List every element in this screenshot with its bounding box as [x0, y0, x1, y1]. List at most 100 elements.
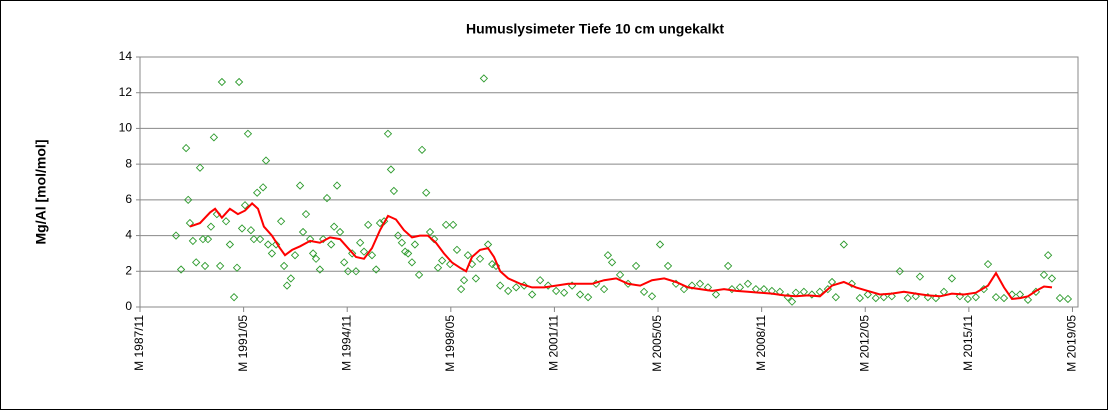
data-point	[1063, 294, 1073, 304]
data-point	[863, 290, 872, 299]
data-point	[258, 183, 268, 192]
data-point	[215, 261, 225, 271]
data-point	[319, 235, 328, 244]
data-point	[232, 263, 242, 272]
data-point	[471, 274, 481, 283]
data-point	[234, 77, 244, 87]
data-point	[295, 181, 305, 190]
data-point	[343, 267, 353, 276]
data-point	[356, 238, 365, 247]
data-point	[301, 210, 311, 219]
data-point	[407, 258, 417, 267]
data-point	[583, 293, 593, 302]
data-point	[335, 227, 345, 237]
data-point	[249, 235, 259, 244]
data-point	[903, 293, 912, 303]
trend-line	[189, 202, 1053, 301]
data-point	[195, 163, 205, 172]
y-tick-label: 2	[125, 263, 132, 277]
data-point	[1047, 274, 1057, 283]
data-point	[479, 74, 489, 83]
data-point	[504, 286, 513, 296]
data-point	[711, 290, 721, 299]
data-point	[787, 297, 797, 306]
data-point	[452, 245, 462, 254]
x-tick-label: M 2001/11	[547, 315, 561, 371]
data-point	[279, 261, 289, 271]
data-point	[192, 258, 201, 267]
data-point	[639, 287, 649, 296]
data-point	[410, 240, 420, 249]
data-point	[831, 293, 840, 302]
plot-area	[139, 56, 1079, 308]
data-point	[463, 251, 473, 260]
data-point	[171, 231, 181, 240]
data-point	[441, 220, 451, 229]
data-point	[414, 270, 424, 279]
data-point	[246, 226, 256, 235]
data-point	[176, 265, 186, 274]
data-point	[308, 249, 318, 258]
data-point	[367, 251, 377, 260]
data-point	[332, 181, 342, 190]
y-tick-label: 0	[125, 299, 132, 313]
y-tick-label: 8	[125, 156, 132, 170]
data-point	[433, 263, 443, 272]
data-point	[290, 251, 300, 260]
data-point	[383, 129, 393, 138]
data-point	[879, 293, 888, 302]
data-point	[1043, 251, 1053, 260]
data-point	[575, 290, 585, 299]
data-point	[535, 276, 545, 285]
data-point	[221, 217, 231, 226]
data-point	[887, 292, 896, 301]
data-point	[983, 260, 993, 269]
data-point	[364, 220, 373, 229]
data-point	[397, 238, 407, 247]
data-point	[393, 231, 403, 240]
data-point	[267, 249, 277, 258]
x-tick-label: M 1987/11	[132, 315, 146, 371]
data-point	[261, 156, 271, 165]
data-point	[971, 293, 981, 302]
data-point	[603, 251, 613, 260]
y-tick-label: 14	[119, 49, 133, 63]
data-point	[371, 265, 381, 274]
data-point	[184, 195, 193, 204]
data-point	[243, 129, 253, 138]
data-point	[991, 293, 1001, 302]
data-point	[839, 240, 848, 249]
data-point	[947, 274, 957, 283]
data-point	[528, 290, 537, 299]
data-point	[456, 285, 466, 294]
data-point	[543, 281, 553, 290]
chart-title: Humuslysimeter Tiefe 10 cm ungekalkt	[466, 21, 724, 37]
data-point	[459, 276, 469, 285]
data-point	[375, 218, 385, 228]
data-point	[631, 261, 641, 271]
x-tick-label: M 2019/05	[1065, 315, 1079, 372]
y-tick-label: 12	[119, 85, 133, 99]
data-point	[847, 279, 856, 288]
data-point	[871, 293, 880, 303]
data-point	[687, 281, 697, 290]
data-point	[425, 227, 435, 237]
data-point	[915, 272, 925, 281]
y-tick-label: 4	[125, 228, 132, 242]
data-point	[599, 285, 609, 294]
data-point	[188, 236, 198, 246]
data-point	[448, 220, 458, 229]
data-point	[488, 260, 497, 269]
x-tick-label: M 2015/11	[961, 315, 975, 371]
data-point	[240, 201, 250, 210]
data-point	[322, 193, 332, 203]
data-point	[911, 292, 920, 301]
data-point	[895, 267, 904, 276]
data-point	[963, 294, 973, 304]
data-point	[475, 254, 485, 263]
data-point	[200, 261, 210, 271]
data-point	[389, 186, 399, 196]
data-point	[276, 217, 286, 226]
data-point	[359, 247, 369, 256]
data-point	[663, 261, 673, 271]
